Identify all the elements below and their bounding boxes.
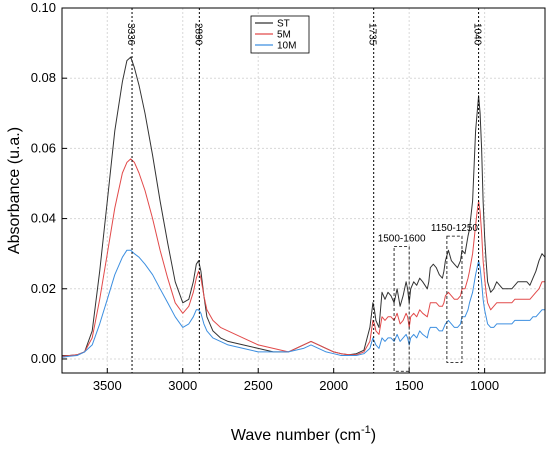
y-axis-title: Absorbance (u.a.) bbox=[6, 127, 23, 254]
series-lines bbox=[61, 56, 546, 358]
y-tick-label: 0.02 bbox=[31, 281, 56, 296]
y-tick-label: 0.08 bbox=[31, 70, 56, 85]
y-tick-label: 0.06 bbox=[31, 140, 56, 155]
x-tick-label: 1500 bbox=[395, 378, 424, 393]
legend-entry: 5M bbox=[277, 30, 291, 41]
x-tick-label: 3500 bbox=[93, 378, 122, 393]
plot-frame bbox=[61, 7, 546, 374]
region-box-label: 1500-1600 bbox=[378, 234, 426, 245]
legend-entry: ST bbox=[277, 19, 290, 30]
reference-lines: 3336 2890 1735 1040 bbox=[125, 8, 483, 373]
series-line-5m bbox=[61, 158, 545, 357]
x-tick-label: 3000 bbox=[168, 378, 197, 393]
reference-line-label: 3336 bbox=[125, 23, 136, 46]
reference-line-label: 1040 bbox=[472, 23, 483, 46]
x-tick-label: 1000 bbox=[470, 378, 499, 393]
y-tick-label: 0.10 bbox=[31, 0, 56, 15]
reference-line-label: 2890 bbox=[192, 23, 203, 46]
y-tick-label: 0.00 bbox=[31, 351, 56, 366]
x-axis-title: Wave number (cm-1) bbox=[231, 424, 376, 444]
y-tick-label: 0.04 bbox=[31, 211, 56, 226]
region-boxes: 1500-1600 1150-1250 bbox=[378, 223, 479, 372]
region-box-label: 1150-1250 bbox=[431, 223, 479, 234]
series-line-st bbox=[62, 56, 546, 356]
series-line-10m bbox=[61, 249, 545, 358]
x-tick-label: 2000 bbox=[319, 378, 348, 393]
x-tick-label: 2500 bbox=[244, 378, 273, 393]
region-box-1500-1600 bbox=[393, 246, 410, 372]
axes: 3500 3000 2500 2000 1500 1000 0.00 0.02 0.04 0.06… bbox=[31, 0, 499, 393]
reference-line-label: 1735 bbox=[367, 23, 378, 46]
legend-entry: 10M bbox=[277, 41, 296, 52]
region-box-1150-1250 bbox=[446, 235, 463, 363]
